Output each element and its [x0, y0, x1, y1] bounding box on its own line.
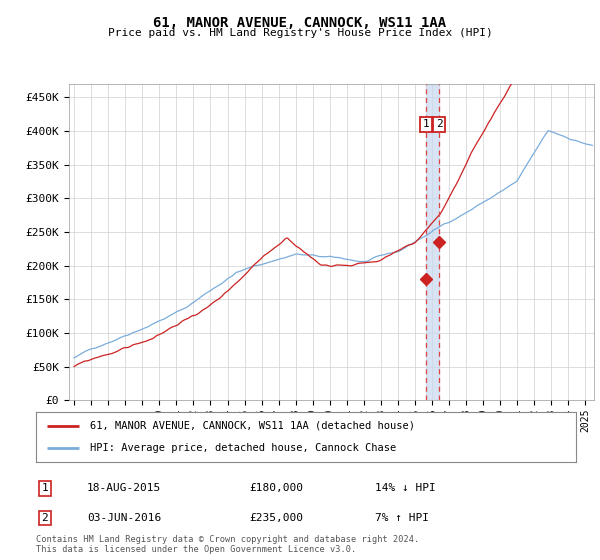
Text: 1: 1: [41, 483, 49, 493]
Text: HPI: Average price, detached house, Cannock Chase: HPI: Average price, detached house, Cann…: [90, 443, 396, 453]
Text: £180,000: £180,000: [249, 483, 303, 493]
Text: 03-JUN-2016: 03-JUN-2016: [87, 513, 161, 523]
Text: 2: 2: [41, 513, 49, 523]
Text: 61, MANOR AVENUE, CANNOCK, WS11 1AA: 61, MANOR AVENUE, CANNOCK, WS11 1AA: [154, 16, 446, 30]
Text: £235,000: £235,000: [249, 513, 303, 523]
Text: 7% ↑ HPI: 7% ↑ HPI: [375, 513, 429, 523]
Text: 1: 1: [422, 119, 429, 129]
Text: 18-AUG-2015: 18-AUG-2015: [87, 483, 161, 493]
Text: 2: 2: [436, 119, 443, 129]
Text: Price paid vs. HM Land Registry's House Price Index (HPI): Price paid vs. HM Land Registry's House …: [107, 28, 493, 38]
Text: 61, MANOR AVENUE, CANNOCK, WS11 1AA (detached house): 61, MANOR AVENUE, CANNOCK, WS11 1AA (det…: [90, 421, 415, 431]
Text: Contains HM Land Registry data © Crown copyright and database right 2024.
This d: Contains HM Land Registry data © Crown c…: [36, 535, 419, 554]
Text: 14% ↓ HPI: 14% ↓ HPI: [375, 483, 436, 493]
Bar: [426, 84, 439, 400]
